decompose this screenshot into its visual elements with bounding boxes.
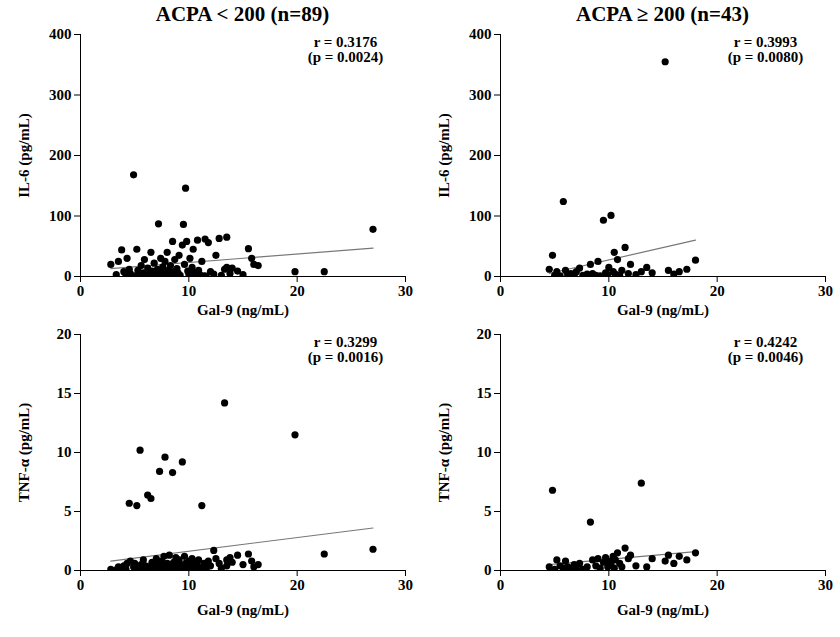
svg-text:15: 15 — [477, 385, 492, 401]
svg-text:10: 10 — [601, 283, 616, 299]
svg-text:0: 0 — [77, 283, 85, 299]
svg-text:20: 20 — [477, 326, 492, 342]
svg-text:r = 0.3176(p = 0.0024): r = 0.3176(p = 0.0024) — [308, 34, 384, 66]
svg-text:100: 100 — [469, 208, 492, 224]
svg-text:5: 5 — [64, 503, 72, 519]
svg-text:100: 100 — [49, 208, 72, 224]
svg-text:TNF-α (pg/mL): TNF-α (pg/mL) — [16, 403, 33, 503]
svg-text:0: 0 — [77, 577, 85, 593]
svg-text:400: 400 — [469, 28, 492, 42]
html-text:ACPA ≥ 200 (n=43): ACPA ≥ 200 (n=43) — [576, 2, 749, 26]
svg-text:0: 0 — [64, 268, 72, 284]
svg-text:5: 5 — [484, 503, 492, 519]
svg-text:400: 400 — [49, 28, 72, 42]
svg-text:r = 0.4242(p = 0.0046): r = 0.4242(p = 0.0046) — [728, 334, 804, 366]
svg-text:IL-6 (pg/mL): IL-6 (pg/mL) — [16, 113, 33, 198]
svg-text:Gal-9 (ng/mL): Gal-9 (ng/mL) — [197, 302, 289, 319]
svg-text:0: 0 — [484, 268, 492, 284]
svg-text:30: 30 — [818, 283, 833, 299]
svg-text:20: 20 — [57, 326, 72, 342]
svg-text:10: 10 — [477, 444, 492, 460]
html-text:ACPA < 200 (n=89): ACPA < 200 (n=89) — [155, 2, 330, 26]
svg-text:20: 20 — [710, 283, 725, 299]
svg-text:200: 200 — [469, 147, 492, 163]
svg-text:300: 300 — [469, 87, 492, 103]
svg-text:10: 10 — [181, 283, 196, 299]
svg-text:30: 30 — [398, 283, 413, 299]
svg-text:r = 0.3993(p = 0.0080): r = 0.3993(p = 0.0080) — [728, 34, 804, 66]
svg-text:15: 15 — [57, 385, 72, 401]
svg-text:10: 10 — [181, 577, 196, 593]
svg-text:0: 0 — [64, 562, 72, 578]
svg-text:IL-6 (pg/mL): IL-6 (pg/mL) — [436, 113, 453, 198]
svg-text:20: 20 — [290, 577, 305, 593]
svg-text:10: 10 — [57, 444, 72, 460]
svg-text:200: 200 — [49, 147, 72, 163]
svg-text:Gal-9 (ng/mL): Gal-9 (ng/mL) — [197, 602, 289, 619]
svg-text:Gal-9 (ng/mL): Gal-9 (ng/mL) — [617, 602, 709, 619]
svg-text:r = 0.3299(p = 0.0016): r = 0.3299(p = 0.0016) — [308, 334, 384, 366]
svg-text:10: 10 — [601, 577, 616, 593]
svg-text:Gal-9 (ng/mL): Gal-9 (ng/mL) — [617, 302, 709, 319]
svg-text:30: 30 — [818, 577, 833, 593]
svg-text:TNF-α (pg/mL): TNF-α (pg/mL) — [436, 403, 453, 503]
svg-text:30: 30 — [398, 577, 413, 593]
svg-text:20: 20 — [710, 577, 725, 593]
svg-text:300: 300 — [49, 87, 72, 103]
svg-text:0: 0 — [497, 283, 505, 299]
svg-text:20: 20 — [290, 283, 305, 299]
svg-text:0: 0 — [497, 577, 505, 593]
svg-text:0: 0 — [484, 562, 492, 578]
